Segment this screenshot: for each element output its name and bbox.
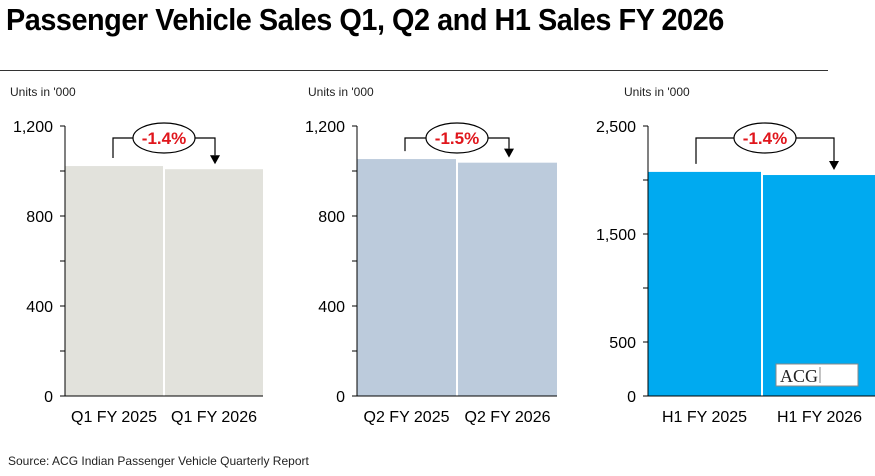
- y-tick-label: 0: [627, 389, 636, 406]
- bar: [165, 169, 263, 396]
- x-tick-label: Q2 FY 2026: [465, 409, 551, 426]
- change-badge: [132, 122, 196, 154]
- change-label: -1.4%: [142, 129, 186, 148]
- x-tick-label: Q1 FY 2026: [171, 409, 257, 426]
- arrow-down-icon: [829, 161, 839, 171]
- bar: [458, 162, 557, 396]
- change-badge: [425, 122, 489, 154]
- change-badge: [733, 122, 797, 154]
- y-tick-label: 800: [26, 209, 53, 226]
- arrow-down-icon: [504, 148, 514, 158]
- title-divider: [0, 70, 828, 71]
- y-tick-label: 2,500: [596, 119, 636, 136]
- y-tick-label: 1,200: [305, 119, 345, 136]
- unit-label: Units in '000: [308, 85, 374, 99]
- y-tick-label: 500: [609, 335, 636, 352]
- y-tick-label: 0: [44, 389, 53, 406]
- y-tick-label: 1,200: [13, 119, 53, 136]
- x-tick-label: Q2 FY 2025: [364, 409, 450, 426]
- bar: [763, 175, 875, 396]
- y-tick-label: 400: [318, 299, 345, 316]
- source-note: Source: ACG Indian Passenger Vehicle Qua…: [8, 454, 309, 468]
- unit-label: Units in '000: [624, 85, 690, 99]
- x-tick-label: H1 FY 2025: [662, 409, 747, 426]
- arrow-down-icon: [210, 155, 220, 165]
- x-tick-label: Q1 FY 2025: [71, 409, 157, 426]
- y-tick-label: 800: [318, 209, 345, 226]
- y-tick-label: 1,500: [596, 227, 636, 244]
- bar: [648, 171, 761, 396]
- change-label: -1.5%: [435, 129, 479, 148]
- bar: [357, 159, 456, 396]
- bar: [65, 166, 163, 396]
- acg-logo-text: ACG: [780, 366, 818, 386]
- change-label: -1.4%: [743, 129, 787, 148]
- acg-logo: [775, 363, 859, 387]
- page-title: Passenger Vehicle Sales Q1, Q2 and H1 Sa…: [6, 2, 724, 37]
- x-tick-label: H1 FY 2026: [777, 409, 862, 426]
- unit-label: Units in '000: [10, 85, 76, 99]
- y-tick-label: 0: [336, 389, 345, 406]
- y-tick-label: 400: [26, 299, 53, 316]
